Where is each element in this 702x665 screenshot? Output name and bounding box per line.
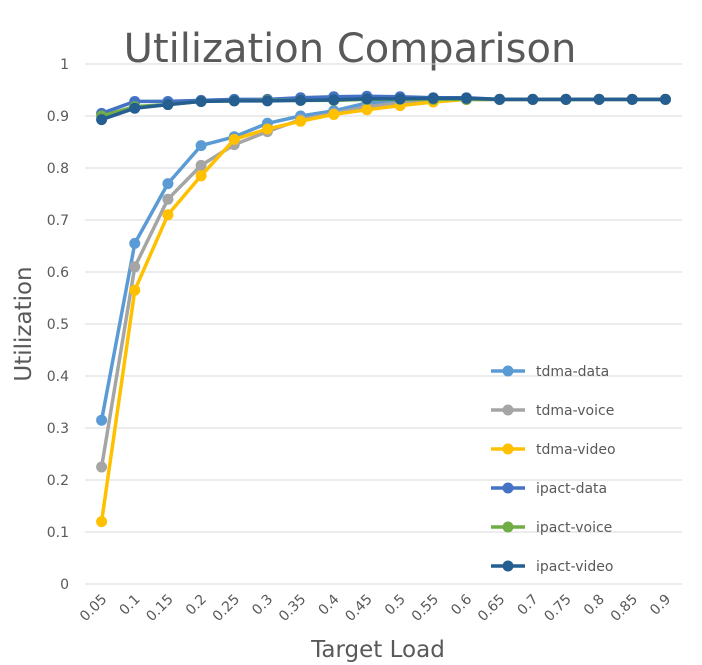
x-tick-label: 0.25 — [210, 592, 243, 625]
data-point-ipact-video — [626, 93, 638, 105]
y-axis-title: Utilization — [11, 266, 37, 381]
data-point-ipact-video — [460, 92, 472, 104]
data-point-ipact-video — [361, 93, 373, 105]
data-point-ipact-video — [295, 94, 307, 106]
x-tick-label: 0.75 — [541, 592, 574, 625]
x-tick-label: 0.1 — [117, 592, 144, 619]
x-tick-label: 0.2 — [183, 592, 210, 619]
x-tick-label: 0.9 — [647, 592, 674, 619]
legend-swatch-marker — [502, 521, 514, 533]
data-point-tdma-video — [261, 123, 273, 135]
legend-item-ipact-video: ipact-video — [491, 559, 613, 575]
data-point-tdma-data — [195, 140, 207, 152]
y-tick-label: 0.5 — [47, 317, 69, 333]
x-tick-label: 0.3 — [249, 592, 276, 619]
data-point-tdma-video — [96, 516, 108, 528]
legend-swatch-marker — [502, 482, 514, 494]
data-point-ipact-video — [560, 93, 572, 105]
x-tick-label: 0.85 — [608, 592, 641, 625]
y-tick-label: 1 — [60, 57, 69, 73]
data-point-tdma-voice — [96, 461, 108, 473]
x-axis-title: Target Load — [310, 637, 445, 663]
legend-label: tdma-video — [536, 442, 616, 458]
legend-swatch-marker — [502, 443, 514, 455]
data-point-ipact-video — [162, 99, 174, 111]
data-point-tdma-video — [195, 170, 207, 182]
data-point-tdma-video — [295, 115, 307, 127]
data-point-ipact-video — [328, 94, 340, 106]
y-tick-label: 0.9 — [47, 109, 69, 125]
y-tick-label: 0.7 — [47, 213, 69, 229]
data-point-ipact-video — [394, 93, 406, 105]
data-point-tdma-video — [228, 133, 240, 145]
data-point-tdma-data — [129, 237, 141, 249]
data-point-ipact-video — [261, 95, 273, 107]
data-point-tdma-voice — [195, 159, 207, 171]
data-point-ipact-video — [527, 93, 539, 105]
legend-label: ipact-data — [536, 481, 607, 497]
y-tick-label: 0.1 — [47, 525, 69, 541]
legend-label: tdma-voice — [536, 403, 614, 419]
x-tick-label: 0.35 — [276, 592, 309, 625]
y-tick-label: 0.3 — [47, 421, 69, 437]
data-point-ipact-video — [228, 95, 240, 107]
series-tdma-video — [96, 93, 671, 528]
x-tick-label: 0.8 — [581, 592, 608, 619]
y-tick-label: 0 — [60, 577, 69, 593]
legend-item-tdma-video: tdma-video — [491, 442, 616, 458]
data-point-ipact-video — [96, 114, 108, 126]
x-tick-label: 0.65 — [475, 592, 508, 625]
x-tick-label: 0.5 — [382, 592, 409, 619]
data-point-tdma-data — [162, 178, 174, 190]
legend-item-tdma-data: tdma-data — [491, 364, 609, 380]
data-point-tdma-video — [162, 209, 174, 221]
legend-item-tdma-voice: tdma-voice — [491, 403, 614, 419]
data-point-ipact-video — [427, 92, 439, 104]
y-tick-label: 0.6 — [47, 265, 69, 281]
x-tick-label: 0.7 — [515, 592, 542, 619]
legend-label: tdma-data — [536, 364, 609, 380]
legend-item-ipact-data: ipact-data — [491, 481, 607, 497]
data-point-tdma-video — [361, 104, 373, 116]
x-tick-label: 0.6 — [448, 591, 475, 618]
data-point-ipact-video — [195, 95, 207, 107]
legend-swatch-marker — [502, 365, 514, 377]
data-point-ipact-video — [593, 93, 605, 105]
x-tick-label: 0.55 — [409, 592, 442, 625]
data-point-tdma-voice — [129, 261, 141, 273]
y-tick-label: 0.4 — [47, 369, 69, 385]
data-point-tdma-video — [129, 284, 141, 296]
data-point-tdma-voice — [162, 193, 174, 205]
legend-label: ipact-video — [536, 559, 613, 575]
y-tick-label: 0.8 — [47, 161, 69, 177]
x-tick-label: 0.05 — [77, 592, 110, 625]
series-line-ipact-video — [99, 96, 668, 122]
chart-title: Utilization Comparison — [124, 26, 577, 72]
x-tick-label: 0.4 — [316, 591, 343, 618]
data-point-tdma-video — [328, 108, 340, 120]
x-axis-ticks: 0.05 0.1 0.15 0.2 0.25 0.3 0.35 0.4 0.45 0.5 0.55 0… — [77, 591, 674, 624]
series-lines — [96, 90, 671, 528]
x-tick-label: 0.15 — [143, 592, 176, 625]
data-point-ipact-video — [129, 102, 141, 114]
legend-label: ipact-voice — [536, 520, 612, 536]
legend-swatch-marker — [502, 560, 514, 572]
legend-swatch-marker — [502, 404, 514, 416]
y-tick-label: 0.2 — [47, 473, 69, 489]
x-tick-label: 0.45 — [342, 592, 375, 625]
data-point-tdma-data — [96, 414, 108, 426]
legend: tdma-data tdma-voice tdma-video ipact-data i… — [491, 364, 616, 575]
y-axis-ticks: 0 0.1 0.2 0.3 0.4 0.5 0.6 0.7 0.8 0.9 1 — [47, 57, 69, 593]
data-point-ipact-video — [494, 93, 506, 105]
gridlines — [85, 63, 682, 585]
data-point-ipact-video — [659, 93, 671, 105]
series-ipact-video — [96, 92, 671, 126]
legend-item-ipact-voice: ipact-voice — [491, 520, 612, 536]
